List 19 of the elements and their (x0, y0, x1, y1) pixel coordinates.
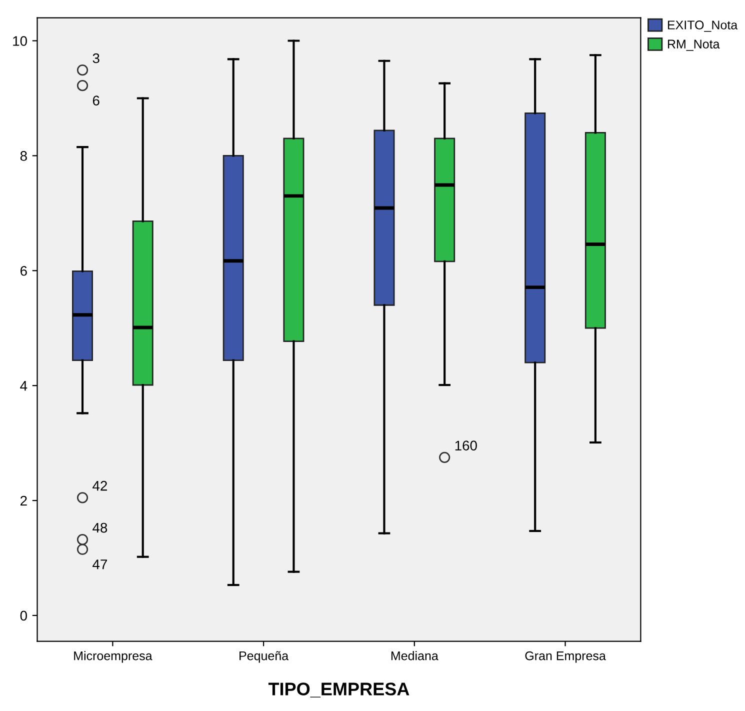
annotation: 6 (92, 96, 100, 106)
annotation: 160 (455, 440, 477, 451)
y-tick-label: 4 (20, 381, 28, 391)
annotation: 48 (92, 522, 108, 533)
x-tick-label: Mediana (391, 651, 438, 660)
y-tick-label: 10 (13, 36, 27, 46)
annotation: 47 (92, 560, 107, 570)
x-tick-label: Microempresa (74, 651, 152, 663)
x-tick-label: Pequeña (240, 651, 289, 663)
legend-label: RM_Nota (668, 40, 720, 51)
legend-label: EXITO_Nota (668, 20, 738, 32)
y-tick-label: 8 (20, 151, 27, 161)
y-tick-label: 6 (20, 266, 27, 276)
annotation: 3 (92, 53, 100, 64)
x-axis-title: TIPO_EMPRESA (268, 682, 410, 698)
x-tick-label: Gran Empresa (525, 651, 606, 663)
y-tick-label: 2 (20, 496, 27, 506)
annotation: 42 (92, 480, 107, 491)
y-tick-label: 0 (20, 610, 27, 621)
